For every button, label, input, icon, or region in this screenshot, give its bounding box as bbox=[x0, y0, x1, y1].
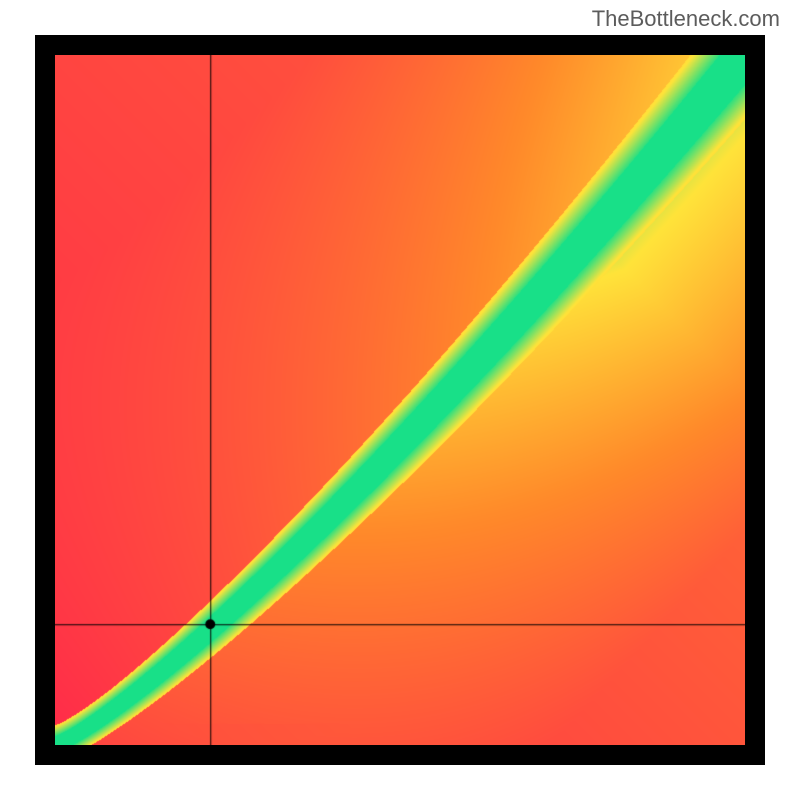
chart-frame bbox=[35, 35, 765, 765]
watermark-text: TheBottleneck.com bbox=[592, 6, 780, 32]
chart-container: TheBottleneck.com bbox=[0, 0, 800, 800]
crosshair-overlay bbox=[55, 55, 745, 745]
